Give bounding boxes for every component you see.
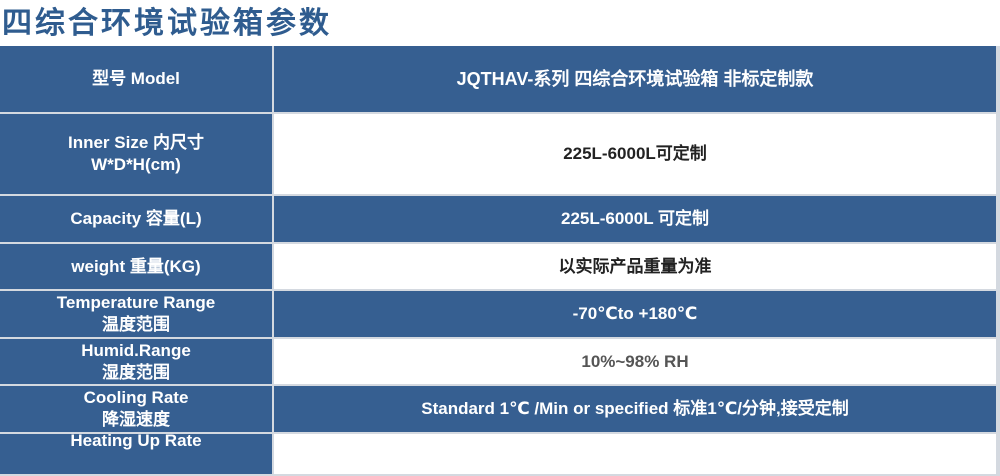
- spec-label: Cooling Rate 降湿速度: [0, 386, 272, 432]
- spec-label: Temperature Range 温度范围: [0, 291, 272, 337]
- table-row: Inner Size 内尺寸 W*D*H(cm) 225L-6000L可定制: [0, 114, 1000, 194]
- spec-value: JQTHAV-系列 四综合环境试验箱 非标定制款: [274, 46, 996, 112]
- table-row: weight 重量(KG) 以实际产品重量为准: [0, 244, 1000, 289]
- spec-label: Heating Up Rate: [0, 431, 272, 474]
- spec-label-subtext: 温度范围: [102, 315, 170, 334]
- spec-label-text: Heating Up Rate: [70, 431, 202, 450]
- spec-label-text: weight 重量(KG): [71, 256, 201, 276]
- spec-value: -70℃to +180℃: [274, 291, 996, 337]
- spec-value: 10%~98% RH: [274, 339, 996, 384]
- spec-value: 225L-6000L可定制: [274, 114, 996, 194]
- spec-label: Humid.Range 湿度范围: [0, 339, 272, 384]
- table-row: Cooling Rate 降湿速度 Standard 1℃ /Min or spec…: [0, 386, 1000, 432]
- spec-label-text: Cooling Rate: [83, 388, 189, 407]
- spec-label-text: Inner Size 内尺寸: [67, 133, 205, 152]
- spec-label-subtext: 降湿速度: [102, 410, 170, 429]
- table-row: Heating Up Rate: [0, 431, 1000, 474]
- table-row: Temperature Range 温度范围 -70℃to +180℃: [0, 291, 1000, 337]
- table-row: Humid.Range 湿度范围 10%~98% RH: [0, 339, 1000, 384]
- spec-label: weight 重量(KG): [0, 244, 272, 289]
- spec-table: 型号 Model JQTHAV-系列 四综合环境试验箱 非标定制款 Inner Si…: [0, 46, 1000, 476]
- spec-value: 225L-6000L 可定制: [274, 196, 996, 242]
- spec-label: 型号 Model: [0, 46, 272, 112]
- table-row: 型号 Model JQTHAV-系列 四综合环境试验箱 非标定制款: [0, 46, 1000, 112]
- spec-label-text: 型号 Model: [92, 69, 180, 88]
- spec-value: 以实际产品重量为准: [274, 244, 996, 289]
- spec-label-subtext: 湿度范围: [102, 362, 170, 382]
- page-title: 四综合环境试验箱参数: [2, 7, 332, 40]
- spec-value: [274, 434, 996, 474]
- spec-label-subtext: W*D*H(cm): [91, 155, 181, 174]
- spec-value: Standard 1℃ /Min or specified 标准1℃/分钟,接受…: [274, 386, 996, 432]
- spec-label-text: Humid.Range: [81, 340, 191, 360]
- spec-label: Capacity 容量(L): [0, 196, 272, 242]
- spec-label-text: Capacity 容量(L): [70, 209, 202, 228]
- spec-label: Inner Size 内尺寸 W*D*H(cm): [0, 114, 272, 194]
- spec-label-text: Temperature Range: [56, 293, 216, 312]
- table-row: Capacity 容量(L) 225L-6000L 可定制: [0, 196, 1000, 242]
